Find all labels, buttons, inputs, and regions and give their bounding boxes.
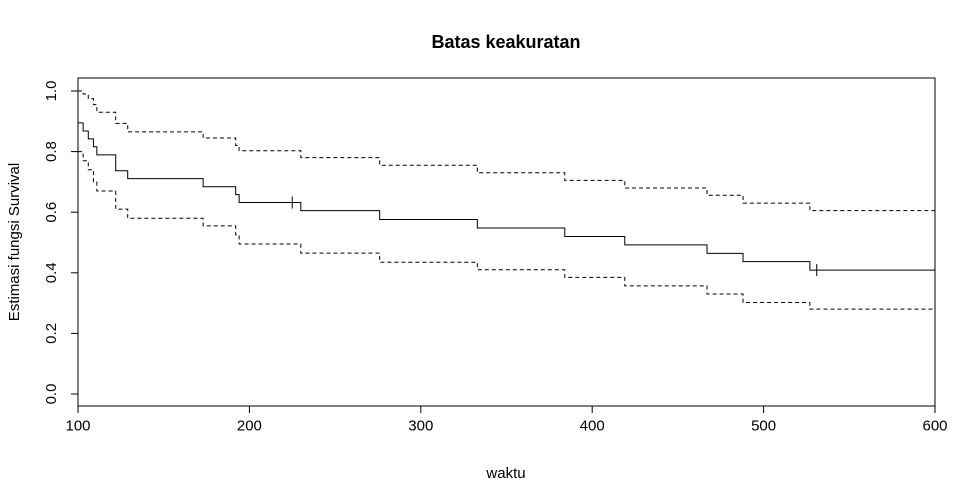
confidence-bound-line xyxy=(78,151,935,310)
series-layer xyxy=(78,90,935,310)
y-tick-label: 0.0 xyxy=(43,384,60,405)
chart-title: Batas keakuratan xyxy=(431,32,580,52)
x-tick-label: 200 xyxy=(237,417,262,434)
y-axis: 0.0 0.2 0.4 0.6 0.8 1.0 xyxy=(43,81,78,405)
survival-estimate-line xyxy=(78,122,935,271)
confidence-bound-line xyxy=(78,90,935,212)
x-tick-label: 500 xyxy=(751,417,776,434)
y-tick-label: 1.0 xyxy=(43,81,60,102)
x-tick-label: 300 xyxy=(408,417,433,434)
y-axis-label: Estimasi fungsi Survival xyxy=(6,163,23,321)
y-tick-label: 0.6 xyxy=(43,202,60,223)
x-tick-label: 100 xyxy=(65,417,90,434)
x-axis: 100 200 300 400 500 600 xyxy=(65,406,948,434)
y-tick-label: 0.4 xyxy=(43,262,60,283)
y-tick-label: 0.8 xyxy=(43,141,60,162)
x-tick-label: 400 xyxy=(580,417,605,434)
y-tick-label: 0.2 xyxy=(43,323,60,344)
x-tick-label: 600 xyxy=(922,417,947,434)
x-axis-label: waktu xyxy=(485,465,525,482)
plot-frame xyxy=(77,77,936,407)
